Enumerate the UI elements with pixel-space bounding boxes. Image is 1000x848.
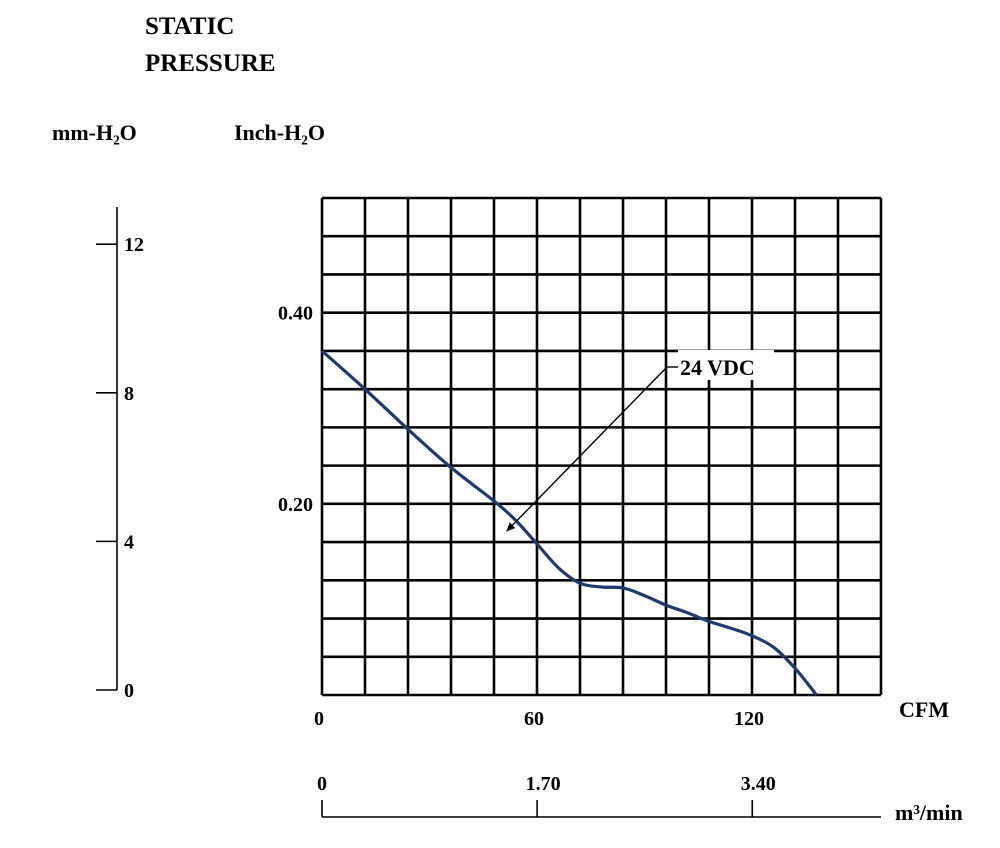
y-tick-label-mm: 8 [124,383,134,405]
cfm-tick-labels: 0 60 120 [314,708,764,730]
x-tick-label-m3min: 0 [317,773,327,795]
series-annotation: 24 VDC [506,350,774,532]
y-axis-label-mm: mm-H₂O [52,120,137,145]
inch-h2o-tick-labels: 0.20 0.40 [278,303,313,516]
series-layer [320,349,818,697]
x-tick-label-m3min: 1.70 [526,773,561,795]
series-line-24vdc [320,349,818,697]
y-tick-label-inch: 0.40 [278,303,313,325]
y-tick-label-mm: 12 [124,234,144,256]
y-tick-label-inch: 0.20 [278,494,313,516]
x-axis-label-cfm: CFM [899,697,949,722]
x-tick-label-cfm: 120 [734,708,764,730]
x-tick-label-cfm: 60 [524,708,544,730]
m3-min-axis: 0 1.70 3.40 [317,773,881,818]
annotation-label-bg [678,350,774,380]
mm-h2o-axis: 0 4 8 12 [96,207,144,702]
y-axis-label-inch: Inch-H₂O [234,120,325,145]
chart-title-line-1: STATIC [145,13,234,40]
x-tick-label-cfm: 0 [314,708,324,730]
y-tick-label-mm: 0 [124,680,134,702]
annotation-label-24vdc: 24 VDC [680,355,755,380]
chart-grid [320,196,883,697]
chart-title-line-2: PRESSURE [145,50,276,77]
y-tick-label-mm: 4 [124,531,134,553]
x-tick-label-m3min: 3.40 [741,773,776,795]
annotation-arrow [506,366,668,532]
x-axis-label-m3min: m³/min [895,800,963,825]
